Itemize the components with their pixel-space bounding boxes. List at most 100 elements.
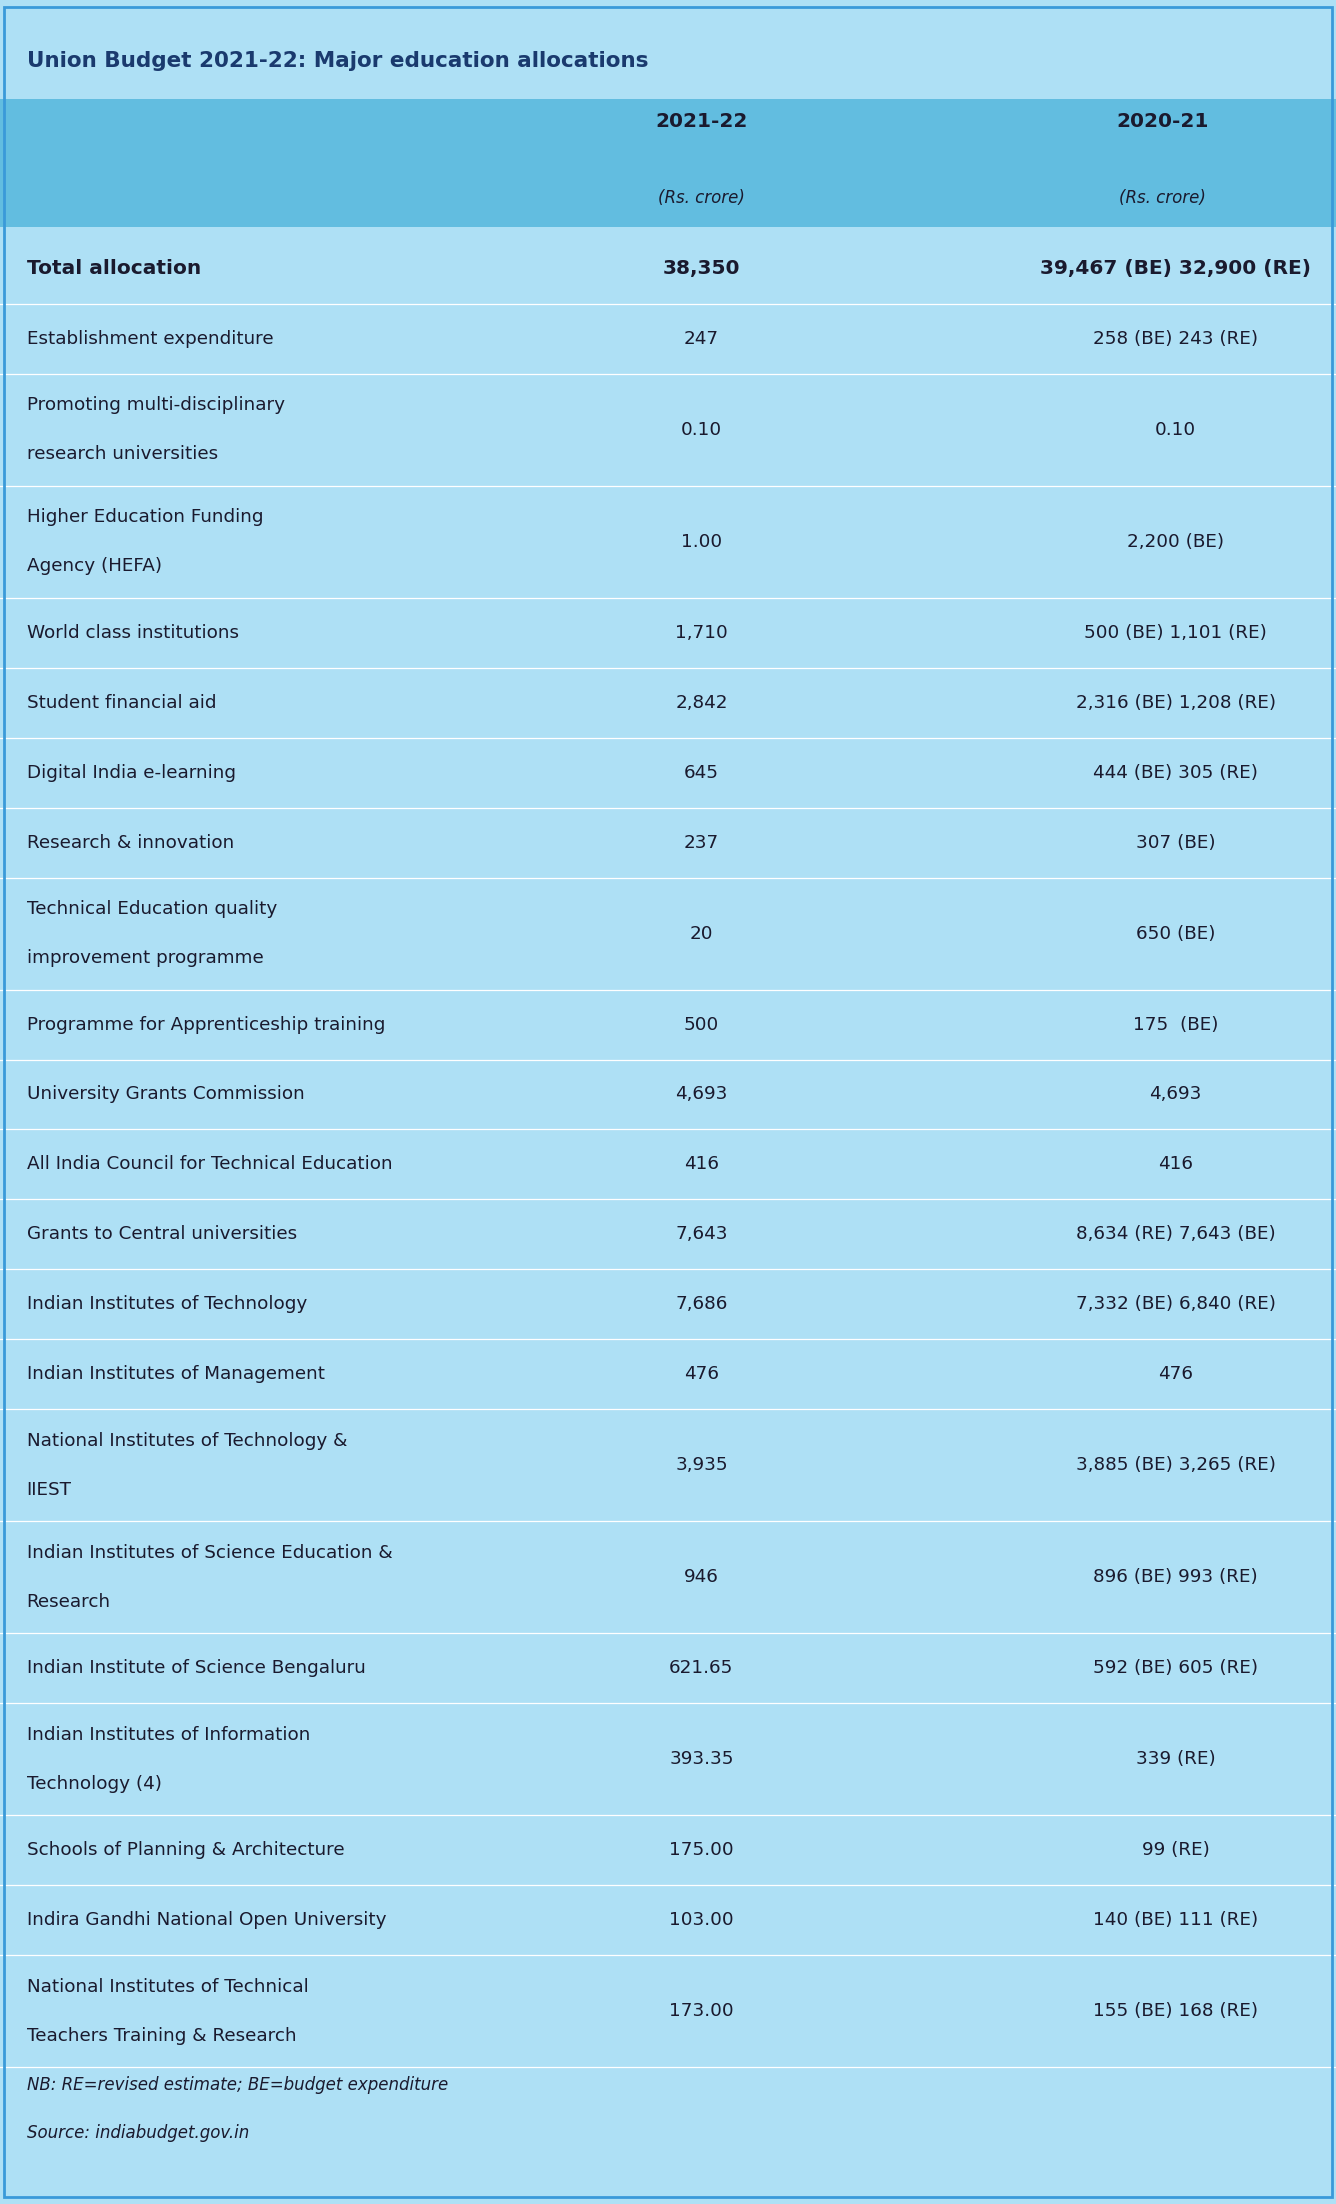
Text: 0.10: 0.10 [681, 421, 721, 439]
Text: 258 (BE) 243 (RE): 258 (BE) 243 (RE) [1093, 331, 1259, 348]
Text: IIEST: IIEST [27, 1481, 72, 1499]
Text: 38,350: 38,350 [663, 260, 740, 278]
Text: University Grants Commission: University Grants Commission [27, 1087, 305, 1104]
Text: research universities: research universities [27, 445, 218, 463]
FancyBboxPatch shape [0, 597, 1336, 668]
Text: 500: 500 [684, 1016, 719, 1034]
Text: Indian Institutes of Management: Indian Institutes of Management [27, 1366, 325, 1384]
Text: 7,686: 7,686 [675, 1296, 728, 1314]
FancyBboxPatch shape [0, 668, 1336, 738]
Text: Indian Institutes of Technology: Indian Institutes of Technology [27, 1296, 307, 1314]
FancyBboxPatch shape [0, 1816, 1336, 1884]
FancyBboxPatch shape [0, 99, 1336, 227]
Text: World class institutions: World class institutions [27, 624, 239, 641]
FancyBboxPatch shape [0, 1340, 1336, 1408]
FancyBboxPatch shape [0, 1128, 1336, 1199]
Text: All India Council for Technical Education: All India Council for Technical Educatio… [27, 1155, 393, 1173]
Text: Digital India e-learning: Digital India e-learning [27, 763, 235, 782]
Text: National Institutes of Technical: National Institutes of Technical [27, 1977, 309, 1997]
FancyBboxPatch shape [0, 1199, 1336, 1270]
Text: 173.00: 173.00 [669, 2003, 733, 2021]
Text: 621.65: 621.65 [669, 1660, 733, 1677]
Text: 416: 416 [1158, 1155, 1193, 1173]
FancyBboxPatch shape [0, 1408, 1336, 1521]
Text: Total allocation: Total allocation [27, 260, 200, 278]
Text: NB: RE=revised estimate; BE=budget expenditure: NB: RE=revised estimate; BE=budget expen… [27, 2076, 448, 2094]
Text: 2,200 (BE): 2,200 (BE) [1128, 533, 1224, 551]
Text: 3,885 (BE) 3,265 (RE): 3,885 (BE) 3,265 (RE) [1075, 1457, 1276, 1474]
Text: 175.00: 175.00 [669, 1840, 733, 1860]
Text: 416: 416 [684, 1155, 719, 1173]
Text: Higher Education Funding: Higher Education Funding [27, 507, 263, 527]
FancyBboxPatch shape [0, 1704, 1336, 1816]
Text: Programme for Apprenticeship training: Programme for Apprenticeship training [27, 1016, 385, 1034]
FancyBboxPatch shape [0, 990, 1336, 1060]
Text: 2021-22: 2021-22 [655, 112, 748, 130]
FancyBboxPatch shape [0, 738, 1336, 807]
Text: Student financial aid: Student financial aid [27, 694, 216, 712]
FancyBboxPatch shape [0, 1955, 1336, 2067]
Text: 476: 476 [1158, 1366, 1193, 1384]
FancyBboxPatch shape [0, 1633, 1336, 1704]
Text: Indian Institute of Science Bengaluru: Indian Institute of Science Bengaluru [27, 1660, 366, 1677]
Text: 247: 247 [684, 331, 719, 348]
Text: 155 (BE) 168 (RE): 155 (BE) 168 (RE) [1093, 2003, 1259, 2021]
Text: 7,643: 7,643 [675, 1225, 728, 1243]
Text: Agency (HEFA): Agency (HEFA) [27, 558, 162, 575]
Text: Promoting multi-disciplinary: Promoting multi-disciplinary [27, 397, 285, 414]
Text: 650 (BE): 650 (BE) [1136, 923, 1216, 943]
Text: 1.00: 1.00 [681, 533, 721, 551]
Text: 946: 946 [684, 1569, 719, 1587]
Text: 592 (BE) 605 (RE): 592 (BE) 605 (RE) [1093, 1660, 1259, 1677]
FancyBboxPatch shape [0, 375, 1336, 485]
Text: 1,710: 1,710 [675, 624, 728, 641]
Text: improvement programme: improvement programme [27, 950, 263, 968]
Text: 237: 237 [684, 833, 719, 851]
Text: 0.10: 0.10 [1156, 421, 1196, 439]
Text: Technical Education quality: Technical Education quality [27, 899, 277, 917]
Text: 476: 476 [684, 1366, 719, 1384]
Text: National Institutes of Technology &: National Institutes of Technology & [27, 1433, 347, 1450]
Text: 7,332 (BE) 6,840 (RE): 7,332 (BE) 6,840 (RE) [1075, 1296, 1276, 1314]
Text: 2,842: 2,842 [675, 694, 728, 712]
Text: 393.35: 393.35 [669, 1750, 733, 1768]
Text: 339 (RE): 339 (RE) [1136, 1750, 1216, 1768]
Text: 39,467 (BE) 32,900 (RE): 39,467 (BE) 32,900 (RE) [1041, 260, 1311, 278]
Text: Research: Research [27, 1593, 111, 1611]
Text: 20: 20 [689, 923, 713, 943]
Text: 175  (BE): 175 (BE) [1133, 1016, 1218, 1034]
Text: Source: indiabudget.gov.in: Source: indiabudget.gov.in [27, 2125, 248, 2142]
Text: 140 (BE) 111 (RE): 140 (BE) 111 (RE) [1093, 1911, 1259, 1928]
Text: (Rs. crore): (Rs. crore) [657, 190, 745, 207]
Text: 3,935: 3,935 [675, 1457, 728, 1474]
Text: 307 (BE): 307 (BE) [1136, 833, 1216, 851]
Text: 4,693: 4,693 [1149, 1087, 1202, 1104]
FancyBboxPatch shape [0, 1521, 1336, 1633]
Text: Schools of Planning & Architecture: Schools of Planning & Architecture [27, 1840, 345, 1860]
Text: Indira Gandhi National Open University: Indira Gandhi National Open University [27, 1911, 386, 1928]
FancyBboxPatch shape [0, 877, 1336, 990]
Text: Union Budget 2021-22: Major education allocations: Union Budget 2021-22: Major education al… [27, 51, 648, 71]
FancyBboxPatch shape [0, 304, 1336, 375]
Text: Establishment expenditure: Establishment expenditure [27, 331, 274, 348]
Text: 645: 645 [684, 763, 719, 782]
FancyBboxPatch shape [0, 807, 1336, 877]
Text: 444 (BE) 305 (RE): 444 (BE) 305 (RE) [1093, 763, 1259, 782]
Text: Indian Institutes of Information: Indian Institutes of Information [27, 1726, 310, 1743]
Text: 4,693: 4,693 [675, 1087, 728, 1104]
Text: 2020-21: 2020-21 [1116, 112, 1209, 130]
Text: 2,316 (BE) 1,208 (RE): 2,316 (BE) 1,208 (RE) [1075, 694, 1276, 712]
Text: Indian Institutes of Science Education &: Indian Institutes of Science Education & [27, 1543, 393, 1563]
Text: 103.00: 103.00 [669, 1911, 733, 1928]
FancyBboxPatch shape [0, 485, 1336, 597]
FancyBboxPatch shape [0, 234, 1336, 304]
Text: Research & innovation: Research & innovation [27, 833, 234, 851]
Text: (Rs. crore): (Rs. crore) [1118, 190, 1206, 207]
Text: 896 (BE) 993 (RE): 896 (BE) 993 (RE) [1093, 1569, 1259, 1587]
Text: Grants to Central universities: Grants to Central universities [27, 1225, 297, 1243]
Text: Technology (4): Technology (4) [27, 1774, 162, 1794]
Text: 8,634 (RE) 7,643 (BE): 8,634 (RE) 7,643 (BE) [1075, 1225, 1276, 1243]
Text: 500 (BE) 1,101 (RE): 500 (BE) 1,101 (RE) [1085, 624, 1267, 641]
Text: 99 (RE): 99 (RE) [1142, 1840, 1209, 1860]
FancyBboxPatch shape [0, 1060, 1336, 1128]
